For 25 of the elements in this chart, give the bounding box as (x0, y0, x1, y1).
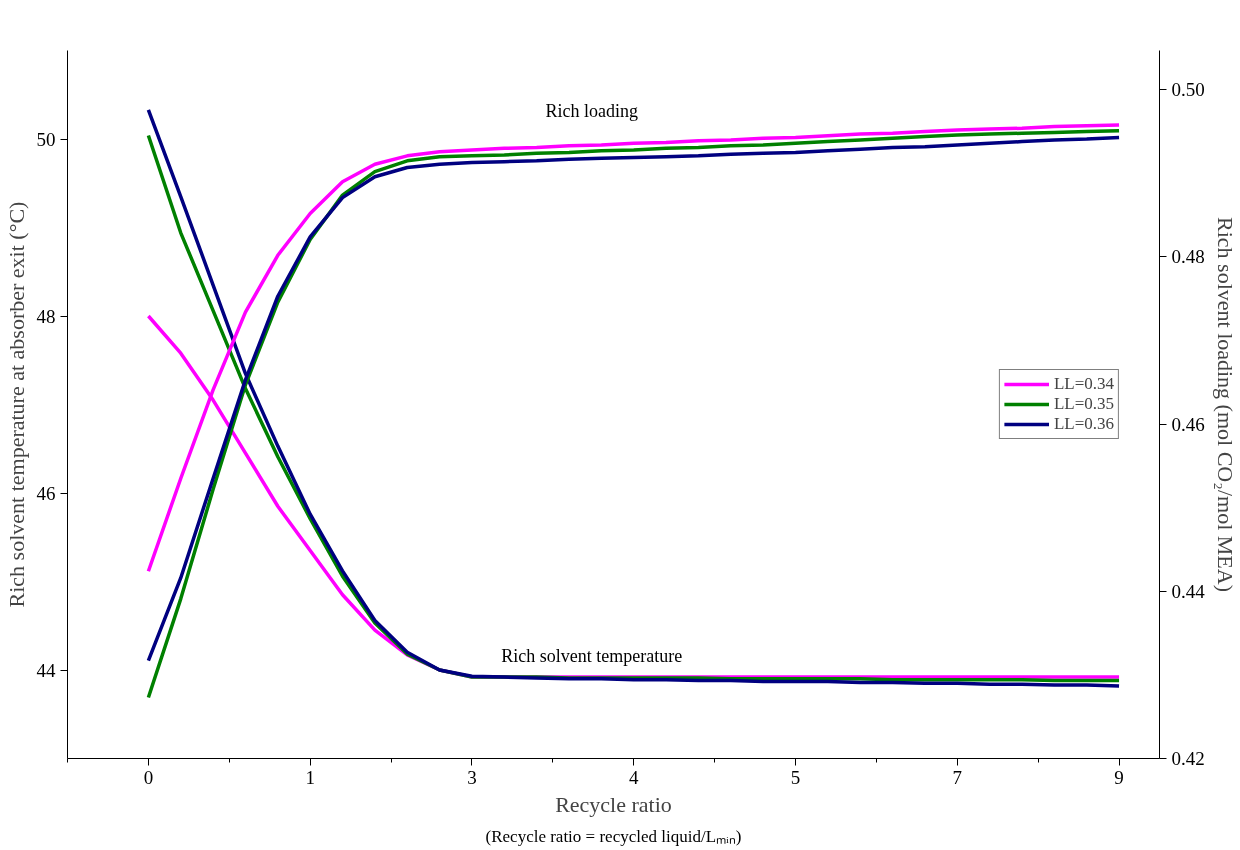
annotation: Rich loading (545, 101, 638, 122)
legend-label: LL=0.36 (1053, 414, 1114, 434)
y2-tick-label: 0.44 (1171, 580, 1206, 602)
y2-axis-title: Rich solvent loading (mol CO₂/mol MEA) (1212, 217, 1238, 592)
x-tick-label: 3 (467, 766, 477, 788)
text: (Recycle ratio = recycled liquid/Lₘᵢₙ) (485, 826, 742, 846)
y-axis-title: Rich solvent temperature at absorber exit (°C) (3, 201, 29, 608)
y-tick-label: 44 (36, 659, 56, 681)
y2-tick-label: 0.48 (1171, 246, 1205, 268)
x-tick-label: 1 (305, 766, 315, 788)
x-tick-label: 5 (790, 766, 801, 788)
y-tick-label: 50 (36, 128, 56, 150)
x-tick-label: 7 (952, 766, 963, 788)
x-tick-label: 0 (143, 766, 154, 788)
y2-tick-label: 0.50 (1171, 79, 1205, 101)
y2-tick-label: 0.42 (1171, 748, 1205, 769)
annotation: Rich solvent temperature (501, 646, 683, 667)
legend-label: LL=0.35 (1053, 394, 1114, 414)
x-tick-label: 9 (1114, 766, 1124, 788)
legend-label: LL=0.34 (1053, 374, 1114, 394)
y-tick-label: 46 (36, 482, 56, 504)
y2-tick-label: 0.46 (1171, 413, 1205, 435)
x-tick-label: 4 (628, 766, 639, 788)
x-axis-title: Recycle ratio (555, 791, 672, 817)
y-tick-label: 48 (36, 305, 56, 327)
